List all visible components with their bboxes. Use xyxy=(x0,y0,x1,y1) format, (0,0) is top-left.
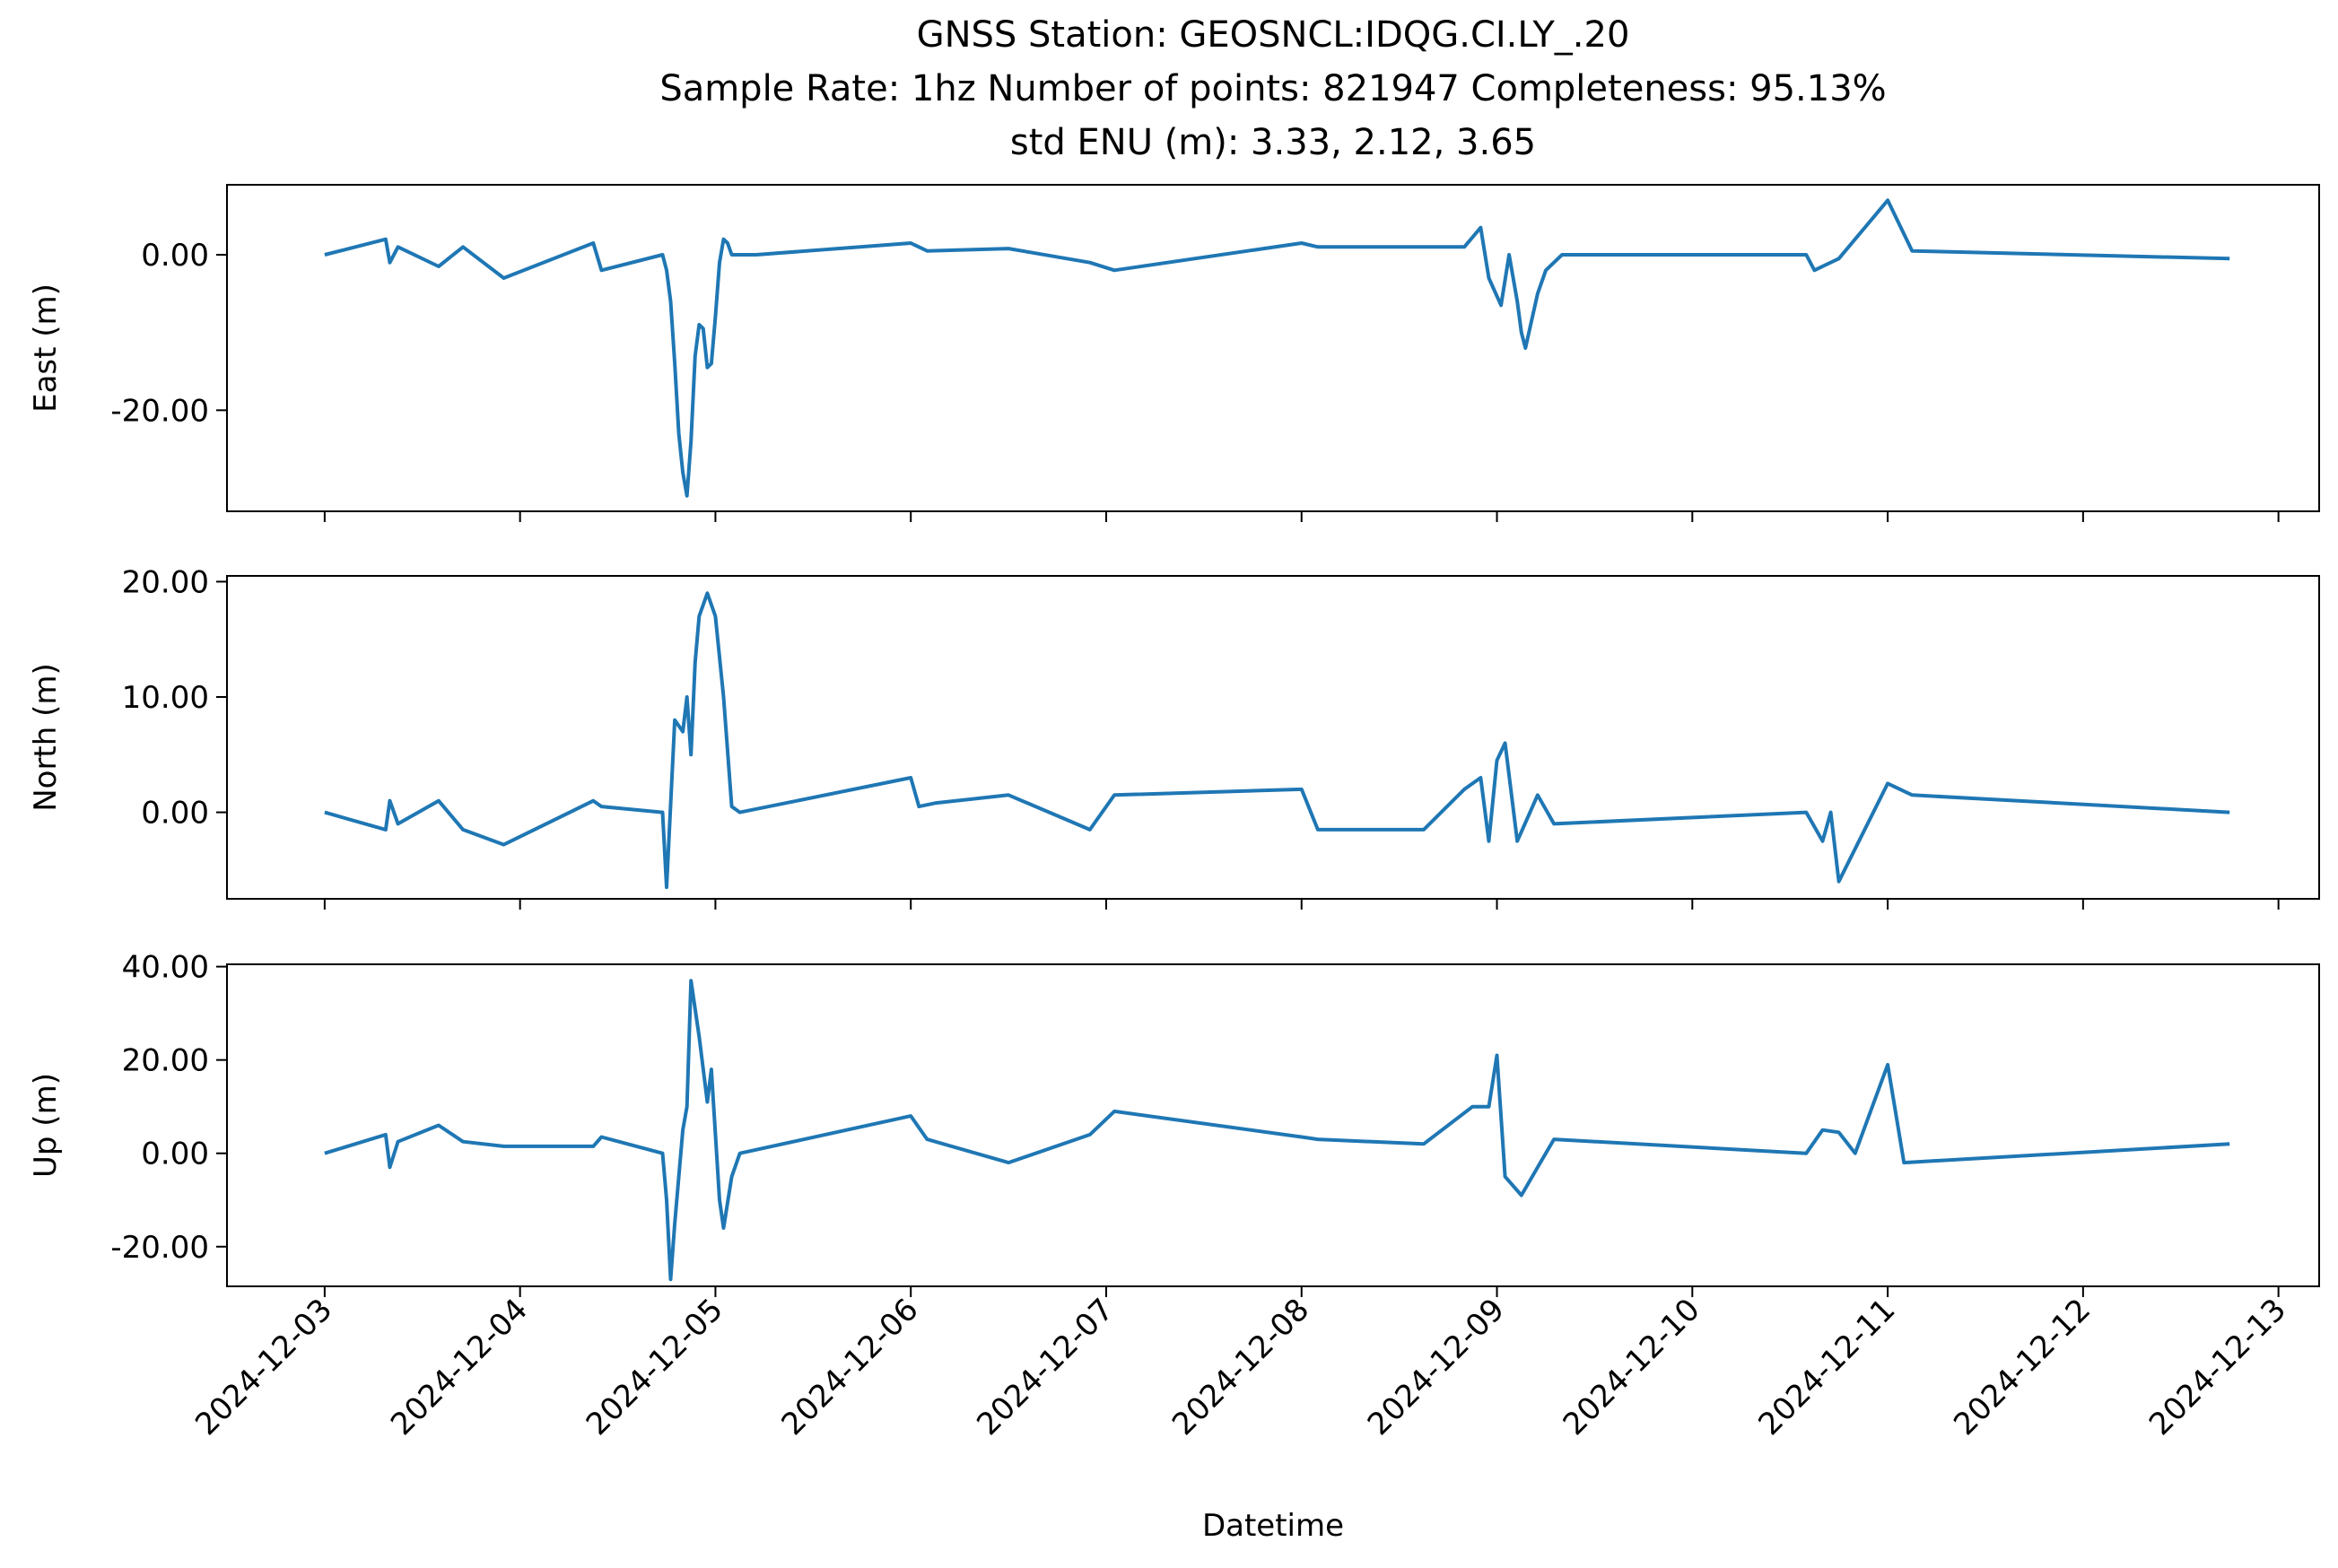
x-tick-label: 2024-12-10 xyxy=(1557,1292,1707,1442)
up-y-axis-label: Up (m) xyxy=(28,1073,64,1178)
x-tick-label: 2024-12-09 xyxy=(1361,1292,1512,1442)
x-tick-labels: 2024-12-03 2024-12-04 2024-12-05 2024-12-06… xyxy=(188,1292,2293,1442)
east-panel: 0.00 -20.00 East (m) xyxy=(28,184,2320,522)
east-axes-frame xyxy=(226,184,2320,512)
chart-title: GNSS Station: GEOSNCL:IDQG.CI.LY_.20 Sam… xyxy=(659,14,1886,163)
x-tick-label: 2024-12-08 xyxy=(1165,1292,1316,1442)
north-axes-frame xyxy=(226,575,2320,900)
north-panel: 0.00 10.00 20.00 North (m) xyxy=(28,564,2320,910)
title-line-2: Sample Rate: 1hz Number of points: 82194… xyxy=(659,68,1886,109)
north-y-tick-label: 10.00 xyxy=(122,680,209,716)
up-series-line xyxy=(324,979,2230,1282)
north-y-axis-label: North (m) xyxy=(28,663,64,812)
north-y-tick-label: 20.00 xyxy=(122,564,209,600)
up-y-tick-label: -20.00 xyxy=(110,1230,209,1266)
east-y-axis-label: East (m) xyxy=(28,283,64,413)
title-line-3: std ENU (m): 3.33, 2.12, 3.65 xyxy=(1010,122,1536,163)
up-panel: -20.00 0.00 20.00 40.00 Up (m) xyxy=(28,950,2320,1297)
x-tick-label: 2024-12-03 xyxy=(188,1292,339,1442)
east-y-tick-label: -20.00 xyxy=(110,393,209,429)
up-y-tick-label: 20.00 xyxy=(122,1043,209,1079)
x-tick-label: 2024-12-11 xyxy=(1751,1292,1902,1442)
x-tick-label: 2024-12-04 xyxy=(384,1292,535,1442)
up-y-tick-label: 40.00 xyxy=(122,950,209,986)
x-tick-label: 2024-12-07 xyxy=(970,1292,1121,1442)
north-series-line xyxy=(324,591,2230,890)
east-y-tick-label: 0.00 xyxy=(141,238,209,274)
x-tick-label: 2024-12-13 xyxy=(2142,1292,2293,1442)
up-y-tick-label: 0.00 xyxy=(141,1137,209,1172)
x-tick-label: 2024-12-12 xyxy=(1947,1292,2098,1442)
x-axis-label: Datetime xyxy=(1202,1508,1344,1544)
east-series-line xyxy=(324,198,2230,498)
title-line-1: GNSS Station: GEOSNCL:IDQG.CI.LY_.20 xyxy=(917,14,1630,56)
x-tick-label: 2024-12-06 xyxy=(775,1292,926,1442)
up-axes-frame xyxy=(226,963,2320,1287)
north-y-tick-label: 0.00 xyxy=(141,796,209,832)
x-tick-label: 2024-12-05 xyxy=(580,1292,730,1442)
